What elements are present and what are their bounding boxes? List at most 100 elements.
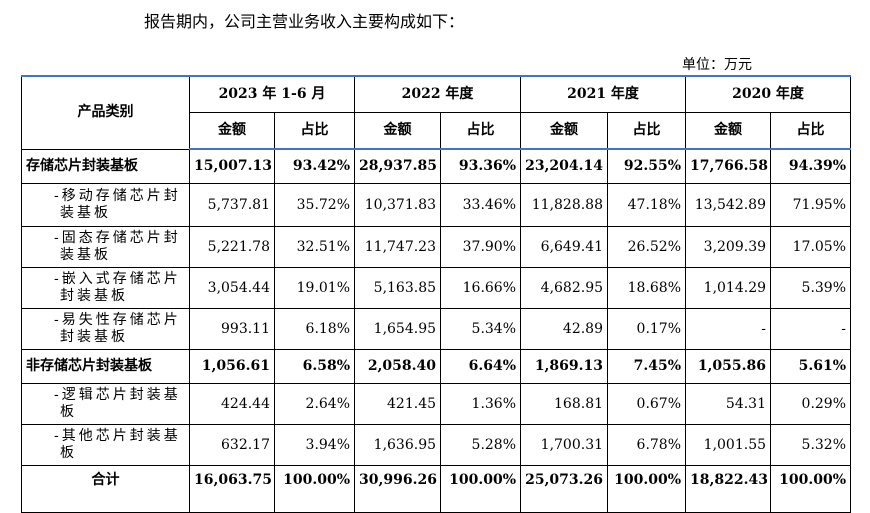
header-period: 2020 年度	[685, 75, 852, 113]
ratio-cell: 94.39%	[770, 148, 852, 184]
amount-cell: 1,636.95	[354, 424, 442, 466]
ratio-cell: 35.72%	[273, 183, 356, 227]
header-ratio: 占比	[770, 112, 852, 150]
amount-cell: 28,937.85	[354, 148, 442, 184]
amount-cell: 1,654.95	[354, 308, 442, 350]
table-row: 非存储芯片封装基板 1,056.61 6.58% 2,058.40 6.64% 1,869…	[21, 349, 852, 384]
ratio-cell: 100.00%	[607, 465, 687, 513]
amount-cell: 1,014.29	[685, 267, 772, 309]
ratio-cell: 5.61%	[770, 349, 852, 384]
ratio-cell: 16.66%	[440, 267, 522, 309]
ratio-cell: 6.64%	[440, 349, 522, 384]
ratio-cell: 17.05%	[770, 226, 852, 268]
ratio-cell: 6.78%	[607, 424, 687, 466]
table-row: -其他芯片封装基板 632.17 3.94% 1,636.95 5.28% 1,700.3…	[21, 424, 852, 466]
amount-cell: 30,996.26	[354, 465, 442, 513]
ratio-cell: 6.18%	[273, 308, 356, 350]
ratio-cell: 5.34%	[440, 308, 522, 350]
amount-cell: 5,221.78	[189, 226, 275, 268]
header-amount: 金额	[685, 112, 772, 150]
amount-cell: 13,542.89	[685, 183, 772, 227]
amount-cell: 4,682.95	[520, 267, 609, 309]
revenue-composition-table: 产品类别 2023 年 1-6 月 2022 年度 2021 年度 2020 年…	[21, 75, 852, 513]
amount-cell: 632.17	[189, 424, 275, 466]
ratio-cell: 32.51%	[273, 226, 356, 268]
table-row: 合计 16,063.75 100.00% 30,996.26 100.00% 25,073…	[21, 465, 852, 513]
header-ratio: 占比	[273, 112, 356, 150]
row-label: 非存储芯片封装基板	[21, 349, 190, 384]
amount-cell: 1,700.31	[520, 424, 609, 466]
header-period: 2022 年度	[354, 75, 522, 113]
ratio-cell: 26.52%	[607, 226, 687, 268]
amount-cell: 54.31	[685, 383, 772, 425]
header-row-periods: 产品类别 2023 年 1-6 月 2022 年度 2021 年度 2020 年…	[21, 75, 852, 150]
amount-cell: 42.89	[520, 308, 609, 350]
amount-cell: -	[685, 308, 772, 350]
amount-cell: 5,737.81	[189, 183, 275, 227]
amount-cell: 424.44	[189, 383, 275, 425]
header-row-metrics: 金额 占比 金额 占比 金额 占比 金额 占比	[22, 112, 852, 150]
ratio-cell: 18.68%	[607, 267, 687, 309]
ratio-cell: 33.46%	[440, 183, 522, 227]
ratio-cell: 19.01%	[273, 267, 356, 309]
row-label: -移动存储芯片封装基板	[21, 183, 190, 227]
amount-cell: 3,209.39	[685, 226, 772, 268]
ratio-cell: 2.64%	[273, 383, 356, 425]
header-period: 2023 年 1-6 月	[188, 75, 356, 113]
header-ratio: 占比	[440, 112, 522, 150]
amount-cell: 17,766.58	[685, 148, 772, 184]
ratio-cell: 0.67%	[607, 383, 687, 425]
amount-cell: 6,649.41	[520, 226, 609, 268]
amount-cell: 11,747.23	[354, 226, 442, 268]
table-row: 存储芯片封装基板 15,007.13 93.42% 28,937.85 93.36% 23…	[21, 148, 852, 184]
header-ratio: 占比	[607, 112, 687, 150]
ratio-cell: 92.55%	[607, 148, 687, 184]
ratio-cell: 0.17%	[607, 308, 687, 350]
amount-cell: 993.11	[189, 308, 275, 350]
ratio-cell: 0.29%	[770, 383, 852, 425]
table-row: -移动存储芯片封装基板 5,737.81 35.72% 10,371.83 33.46%…	[21, 183, 852, 227]
intro-text: 报告期内，公司主营业务收入主要构成如下：	[144, 12, 465, 31]
amount-cell: 1,056.61	[189, 349, 275, 384]
header-amount: 金额	[189, 112, 275, 150]
amount-cell: 16,063.75	[189, 465, 275, 513]
amount-cell: 10,371.83	[354, 183, 442, 227]
amount-cell: 11,828.88	[520, 183, 609, 227]
amount-cell: 1,869.13	[520, 349, 609, 384]
ratio-cell: 71.95%	[770, 183, 852, 227]
amount-cell: 25,073.26	[520, 465, 609, 513]
row-label: 存储芯片封装基板	[21, 148, 190, 184]
table-row: -逻辑芯片封装基板 424.44 2.64% 421.45 1.36% 168.81 0.6…	[21, 383, 852, 425]
ratio-cell: 93.42%	[273, 148, 356, 184]
amount-cell: 18,822.43	[685, 465, 772, 513]
row-label: -逻辑芯片封装基板	[21, 383, 190, 425]
table-row: -固态存储芯片封装基板 5,221.78 32.51% 11,747.23 37.90%…	[21, 226, 852, 268]
ratio-cell: 100.00%	[273, 465, 356, 513]
table-row: -嵌入式存储芯片封装基板 3,054.44 19.01% 5,163.85 16.66%…	[21, 267, 852, 309]
amount-cell: 2,058.40	[354, 349, 442, 384]
amount-cell: 168.81	[520, 383, 609, 425]
ratio-cell: -	[770, 308, 852, 350]
ratio-cell: 93.36%	[440, 148, 522, 184]
ratio-cell: 6.58%	[273, 349, 356, 384]
ratio-cell: 100.00%	[770, 465, 852, 513]
amount-cell: 15,007.13	[189, 148, 275, 184]
ratio-cell: 5.28%	[440, 424, 522, 466]
row-label: -嵌入式存储芯片封装基板	[21, 267, 190, 309]
amount-cell: 421.45	[354, 383, 442, 425]
row-label: -固态存储芯片封装基板	[21, 226, 190, 268]
amount-cell: 1,001.55	[685, 424, 772, 466]
ratio-cell: 100.00%	[440, 465, 522, 513]
table-row: -易失性存储芯片封装基板 993.11 6.18% 1,654.95 5.34% 42.8…	[21, 308, 852, 350]
ratio-cell: 1.36%	[440, 383, 522, 425]
row-label: 合计	[21, 465, 190, 513]
header-amount: 金额	[520, 112, 609, 150]
row-label: -易失性存储芯片封装基板	[21, 308, 190, 350]
ratio-cell: 3.94%	[273, 424, 356, 466]
unit-label: 单位：万元	[682, 57, 752, 73]
row-label: -其他芯片封装基板	[21, 424, 190, 466]
amount-cell: 5,163.85	[354, 267, 442, 309]
amount-cell: 1,055.86	[685, 349, 772, 384]
amount-cell: 3,054.44	[189, 267, 275, 309]
ratio-cell: 5.39%	[770, 267, 852, 309]
